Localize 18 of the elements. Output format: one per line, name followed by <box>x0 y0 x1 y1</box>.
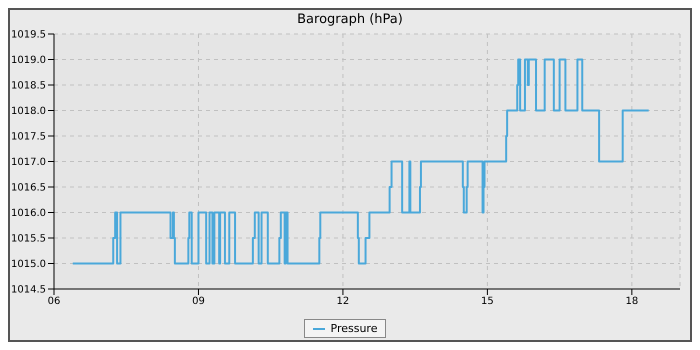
x-tick-label: 06 <box>48 296 60 308</box>
y-tick-label: 1017.5 <box>11 132 46 143</box>
y-tick-label: 1015.5 <box>11 234 46 245</box>
x-tick-label: 12 <box>336 296 350 308</box>
x-tick-label: 15 <box>481 296 494 308</box>
x-tick-label: 09 <box>192 296 205 308</box>
y-tick-label: 1018.0 <box>11 106 46 118</box>
legend-label: Pressure <box>330 322 378 335</box>
y-tick-label: 1018.5 <box>11 80 46 92</box>
x-tick-label: 18 <box>625 296 638 308</box>
y-tick-label: 1014.5 <box>11 284 46 296</box>
y-tick-label: 1019.0 <box>11 55 46 66</box>
y-tick-label: 1016.5 <box>11 182 46 194</box>
chart-title: Barograph (hPa) <box>296 11 404 29</box>
y-tick-label: 1017.0 <box>11 157 46 168</box>
y-tick-label: 1016.0 <box>11 208 46 220</box>
y-tick-label: 1019.5 <box>11 30 46 41</box>
y-tick-label: 1015.0 <box>11 259 46 270</box>
